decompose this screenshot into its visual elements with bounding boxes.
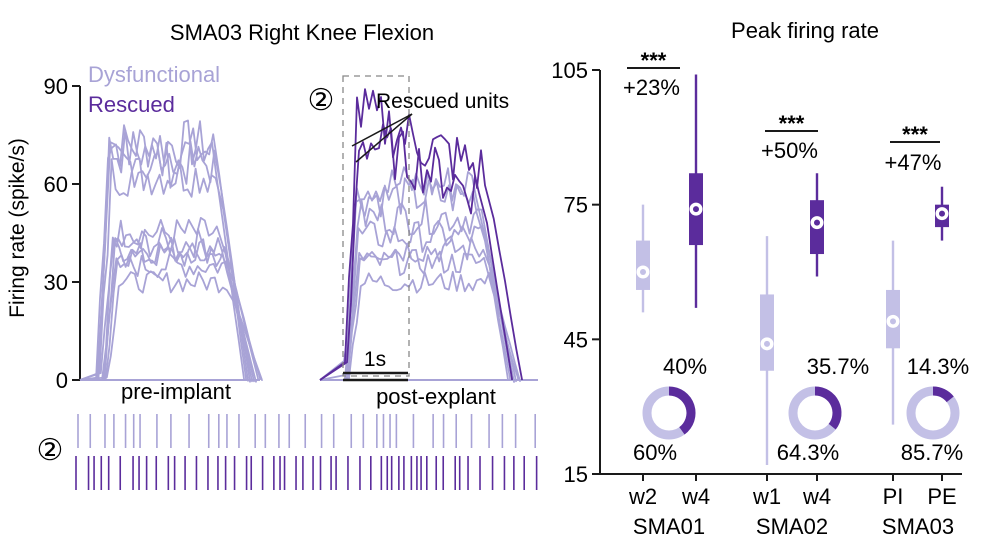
significance-stars: *** <box>641 48 667 73</box>
donut-dysfunctional-percent: 60% <box>633 440 677 465</box>
time-scale-bar <box>343 371 408 382</box>
percent-change: +50% <box>761 138 818 163</box>
pre-implant-trace <box>79 270 263 381</box>
box-iqr <box>760 294 774 371</box>
donut-rescued-arc <box>932 386 954 403</box>
left-y-tick-label: 0 <box>56 368 68 393</box>
x-tick-label: w4 <box>802 484 831 509</box>
pre-implant-trace <box>79 157 251 383</box>
x-tick-label: w2 <box>628 484 657 509</box>
box-median-dot <box>764 340 770 347</box>
donut-dysfunctional-percent: 85.7% <box>901 440 963 465</box>
rescued-units-pointer <box>351 113 413 163</box>
post-explant-trace <box>319 249 519 381</box>
x-tick-label: PE <box>927 484 956 509</box>
donut-rescued-arc <box>668 386 696 435</box>
post-explant-trace <box>320 270 521 382</box>
percent-change: +47% <box>885 150 942 175</box>
donut-rescued-percent: 35.7% <box>807 354 869 379</box>
box-median-dot <box>640 269 646 275</box>
post-explant-trace <box>320 220 515 383</box>
rescued-window-box <box>342 75 410 377</box>
post-explant-label: post-explant <box>376 384 496 409</box>
post-explant-trace <box>319 197 513 381</box>
right-y-tick-label: 105 <box>551 58 588 83</box>
donut-rescued-percent: 14.3% <box>907 354 969 379</box>
donut-dysfunctional-percent: 64.3% <box>777 440 839 465</box>
left-title: SMA03 Right Knee Flexion <box>170 20 434 45</box>
significance-stars: *** <box>779 111 805 136</box>
x-tick-label: w4 <box>681 484 710 509</box>
left-y-ticks: 0 30 60 90 <box>44 74 538 393</box>
marker-2: ② <box>308 84 335 117</box>
pre-implant-trace <box>80 140 249 382</box>
post-explant-trace <box>320 235 517 383</box>
legend-dysfunctional: Dysfunctional <box>88 62 220 87</box>
pair-label: SMA02 <box>756 514 828 539</box>
proportion-donuts: 40% 60% 35.7% 64.3% 14.3% 85.7% <box>633 354 969 465</box>
significance-stars: *** <box>902 122 928 147</box>
box-median-dot <box>814 219 820 226</box>
spike-raster <box>75 414 538 490</box>
boxplots <box>636 74 949 466</box>
post-explant-trace <box>320 177 511 381</box>
donut-rescued-percent: 40% <box>663 354 707 379</box>
left-ylabel: Firing rate (spike/s) <box>6 138 29 318</box>
left-y-tick-label: 60 <box>44 172 68 197</box>
box-median-dot <box>693 206 699 213</box>
firing-rate-traces <box>79 88 523 383</box>
raster-marker-2: ② <box>37 434 64 467</box>
percent-change: +23% <box>623 75 680 100</box>
pre-implant-trace <box>80 252 261 381</box>
x-tick-label: w1 <box>752 484 781 509</box>
left-y-tick-label: 90 <box>44 74 68 99</box>
x-tick-label: PI <box>883 484 904 509</box>
right-y-tick-label: 45 <box>564 327 588 352</box>
left-y-tick-label: 30 <box>44 270 68 295</box>
right-y-tick-label: 15 <box>564 462 588 487</box>
scale-bar-label: 1s <box>364 348 386 371</box>
right-x-labels: w2 w4 w1 w4 PI PE SMA01 SMA02 SMA03 <box>628 474 957 539</box>
pair-label: SMA03 <box>882 514 954 539</box>
right-y-ticks: 15 45 75 105 <box>551 58 600 487</box>
significance-annotations: ***+23%***+50%***+47% <box>623 48 941 175</box>
box-median-dot <box>939 210 945 217</box>
pre-implant-label: pre-implant <box>121 379 231 404</box>
rescued-trace <box>319 88 523 381</box>
donut-rescued-arc <box>814 386 842 430</box>
rescued-trace <box>319 123 513 381</box>
right-title: Peak firing rate <box>731 18 879 43</box>
rescued-units-label: Rescued units <box>376 90 509 113</box>
pair-label: SMA01 <box>633 514 705 539</box>
right-axes <box>599 70 962 475</box>
box-iqr <box>636 240 650 290</box>
box-median-dot <box>890 318 896 325</box>
right-y-tick-label: 75 <box>564 193 588 218</box>
legend-rescued: Rescued <box>88 92 175 117</box>
